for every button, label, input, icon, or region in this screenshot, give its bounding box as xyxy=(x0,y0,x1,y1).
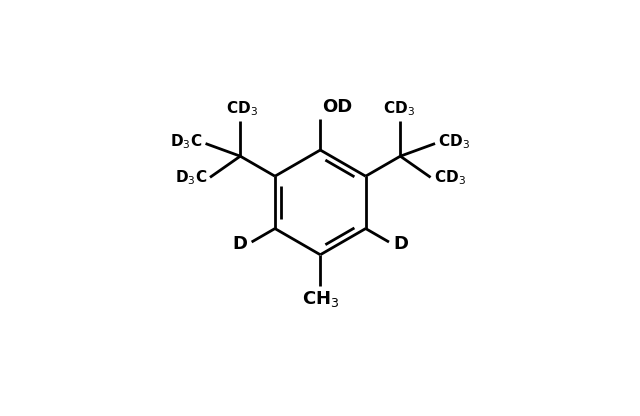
Text: D$_3$C: D$_3$C xyxy=(170,133,202,151)
Text: D: D xyxy=(394,235,408,253)
Text: D: D xyxy=(232,235,247,253)
Text: CD$_3$: CD$_3$ xyxy=(226,99,258,118)
Text: CD$_3$: CD$_3$ xyxy=(383,99,415,118)
Text: CD$_3$: CD$_3$ xyxy=(434,168,465,187)
Text: OD: OD xyxy=(322,98,352,116)
Text: CH$_3$: CH$_3$ xyxy=(301,289,339,309)
Text: D$_3$C: D$_3$C xyxy=(175,168,207,187)
Text: CD$_3$: CD$_3$ xyxy=(438,133,470,151)
